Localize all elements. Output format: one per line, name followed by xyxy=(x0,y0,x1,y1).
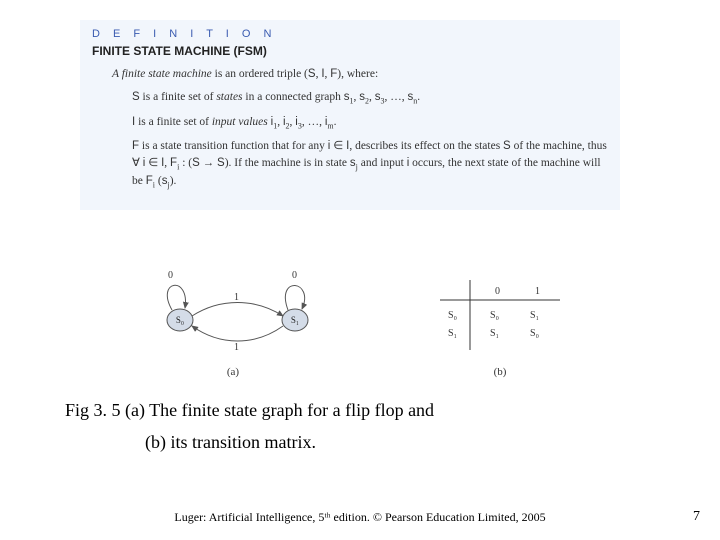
tbl-r1-c0: S₁ xyxy=(448,328,457,339)
footer-citation: Luger: Artificial Intelligence, 5ᵗʰ edit… xyxy=(0,510,720,525)
figures-container: 0 0 1 1 S₀ S₁ (a) 0 1 S₀ S xyxy=(130,250,600,380)
fsm-line-f: F is a state transition function that fo… xyxy=(132,138,608,192)
fsm-line-s: S is a finite set of states in a connect… xyxy=(132,89,608,107)
edge-label-s1-loop: 0 xyxy=(292,270,297,281)
figure-b-caption: (b) xyxy=(494,366,507,378)
edge-label-bottom: 1 xyxy=(234,342,239,353)
figure-b: 0 1 S₀ S₀ S₁ S₁ S₁ S₀ (b) xyxy=(440,280,560,378)
figures-svg: 0 0 1 1 S₀ S₁ (a) 0 1 S₀ S xyxy=(130,250,600,380)
figure-caption-line2: (b) its transition matrix. xyxy=(145,432,316,453)
tbl-r1-c1: S₁ xyxy=(490,328,499,339)
edge-label-s0-loop: 0 xyxy=(168,270,173,281)
tbl-r1-c2: S₀ xyxy=(530,328,540,339)
definition-box: D E F I N I T I O N FINITE STATE MACHINE… xyxy=(80,20,620,210)
node-s1-label: S₁ xyxy=(291,315,299,325)
edge-label-top: 1 xyxy=(234,292,239,303)
tbl-r0-c2: S₁ xyxy=(530,310,539,321)
fsm-line-i: I is a finite set of input values i1, i2… xyxy=(132,114,608,132)
fsm-intro: A finite state machine is an ordered tri… xyxy=(112,66,608,83)
definition-body: A finite state machine is an ordered tri… xyxy=(112,66,608,192)
node-s0-label: S₀ xyxy=(176,315,184,325)
tbl-r0-c0: S₀ xyxy=(448,310,458,321)
figure-a-caption: (a) xyxy=(227,366,240,378)
page-number: 7 xyxy=(693,509,700,525)
figure-caption-line1: Fig 3. 5 (a) The finite state graph for … xyxy=(65,400,434,421)
tbl-r0-c1: S₀ xyxy=(490,310,500,321)
figure-a: 0 0 1 1 S₀ S₁ (a) xyxy=(167,270,308,378)
definition-label: D E F I N I T I O N xyxy=(92,28,608,40)
tbl-hdr-1: 1 xyxy=(535,286,540,297)
tbl-hdr-0: 0 xyxy=(495,286,500,297)
fsm-title: FINITE STATE MACHINE (FSM) xyxy=(92,44,608,58)
